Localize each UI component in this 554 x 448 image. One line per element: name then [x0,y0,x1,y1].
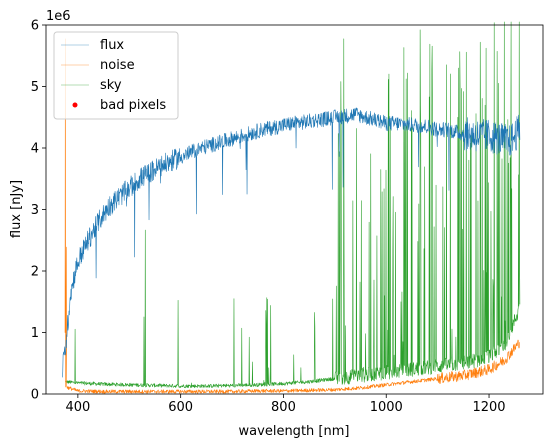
x-tick-label: 400 [65,400,90,415]
legend-box [53,31,179,120]
flux-line [62,107,521,378]
x-tick-label: 600 [168,400,193,415]
x-tick-label: 800 [271,400,296,415]
y-tick-label: 1 [31,326,39,341]
x-tick-label: 1200 [472,400,505,415]
y-tick-label: 3 [31,203,39,218]
legend-sky-label: sky [100,78,122,93]
sky-line [64,21,521,389]
y-tick-label: 2 [31,265,39,280]
legend: flux noise sky bad pixels [53,31,179,120]
y-tick-label: 4 [31,142,39,157]
noise-line [64,38,521,394]
y-tick-label: 0 [31,388,39,403]
y-tick-label: 5 [31,80,39,95]
y-axis-label: flux [nJy] [9,180,24,238]
flux-series [62,107,521,378]
y-tick-label: 6 [31,19,39,34]
x-axis: 400 600 800 1000 1200 [65,394,506,415]
x-axis-label: wavelength [nm] [239,424,350,439]
sky-series [64,21,521,389]
y-axis: 0 1 2 3 4 5 6 [31,19,46,403]
legend-flux-label: flux [100,38,124,53]
legend-noise-label: noise [100,58,135,73]
y-offset-label: 1e6 [46,9,71,24]
legend-bad-pixels-label: bad pixels [100,98,166,113]
noise-series [64,38,521,394]
legend-bad-pixels-marker [72,102,78,108]
x-tick-label: 1000 [370,400,403,415]
